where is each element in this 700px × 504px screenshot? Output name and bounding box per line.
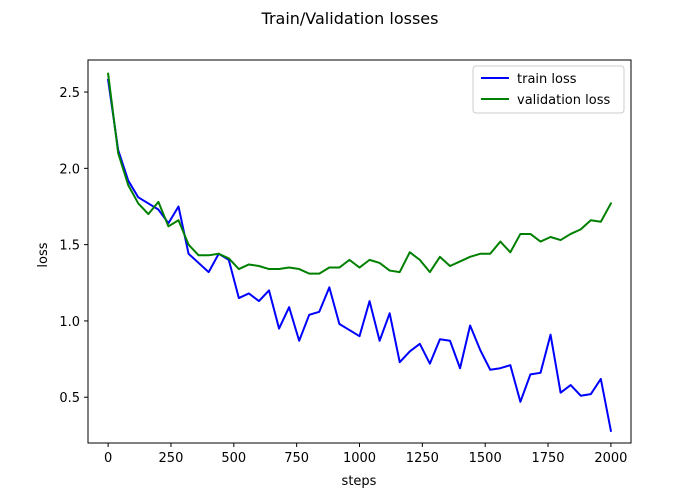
x-tick-label: 1500 <box>469 451 502 466</box>
x-tick-label: 750 <box>284 451 309 466</box>
x-tick-label: 1250 <box>406 451 439 466</box>
series-layer <box>106 72 613 432</box>
x-tick-label: 1750 <box>531 451 564 466</box>
legend-box <box>472 65 625 114</box>
legend-label-train-loss: train loss <box>517 72 577 87</box>
series-line-train-loss <box>106 78 613 432</box>
x-tick-label: 500 <box>221 451 246 466</box>
legend: train loss validation loss <box>472 65 625 114</box>
legend-label-validation-loss: validation loss <box>517 93 610 108</box>
y-tick-label: 2.5 <box>59 86 80 101</box>
x-tick-label: 250 <box>159 451 184 466</box>
x-axis-label: steps <box>342 474 377 489</box>
x-tick-label: 2000 <box>594 451 627 466</box>
y-tick-label: 1.0 <box>59 315 80 330</box>
y-axis-ticks: 0.5 1.0 1.5 2.0 2.5 <box>59 86 88 406</box>
y-tick-label: 1.5 <box>59 239 80 254</box>
y-tick-label: 0.5 <box>59 391 80 406</box>
x-tick-label: 0 <box>104 451 112 466</box>
y-axis-label: loss <box>36 242 51 267</box>
chart-title: Train/Validation losses <box>261 9 439 28</box>
y-tick-label: 2.0 <box>59 162 80 177</box>
x-tick-label: 1000 <box>343 451 376 466</box>
x-axis-ticks: 0 250 500 750 1000 1250 1500 1750 2000 <box>104 443 627 466</box>
series-line-validation-loss <box>106 72 613 275</box>
